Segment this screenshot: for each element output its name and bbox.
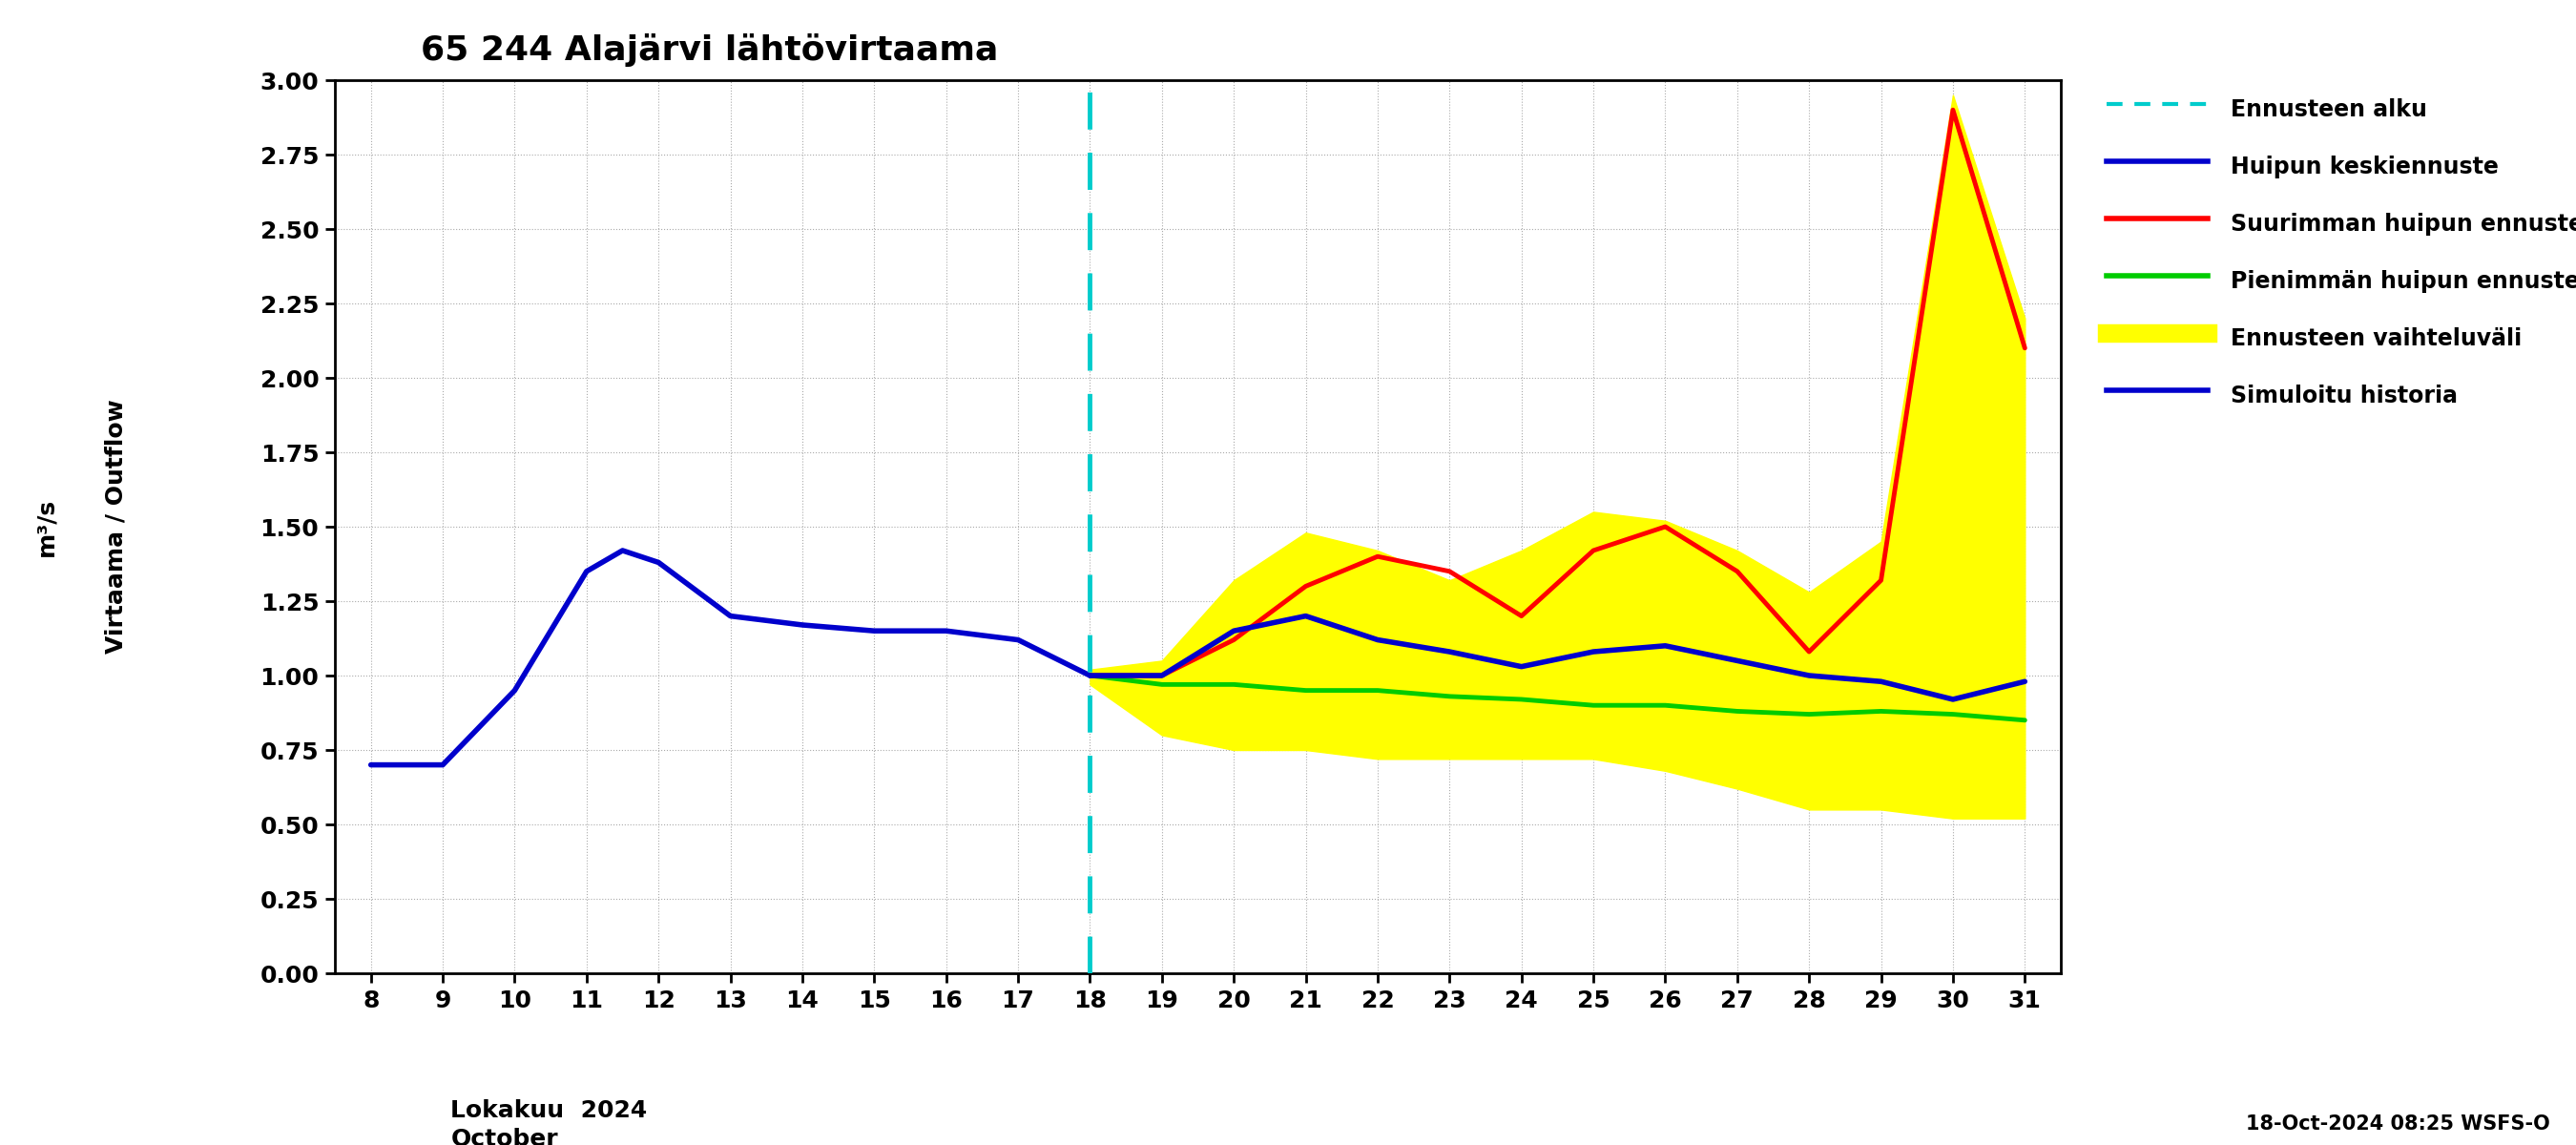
Text: 18-Oct-2024 08:25 WSFS-O: 18-Oct-2024 08:25 WSFS-O bbox=[2246, 1114, 2550, 1134]
Text: m³/s: m³/s bbox=[36, 498, 57, 555]
Text: Virtaama / Outflow: Virtaama / Outflow bbox=[106, 400, 126, 654]
Text: 65 244 Alajärvi lähtövirtaama: 65 244 Alajärvi lähtövirtaama bbox=[420, 33, 999, 66]
Text: Lokakuu  2024
October: Lokakuu 2024 October bbox=[451, 1099, 647, 1145]
Legend: Ennusteen alku, Huipun keskiennuste, Suurimman huipun ennuste, Pienimmän huipun : Ennusteen alku, Huipun keskiennuste, Suu… bbox=[2107, 92, 2576, 413]
